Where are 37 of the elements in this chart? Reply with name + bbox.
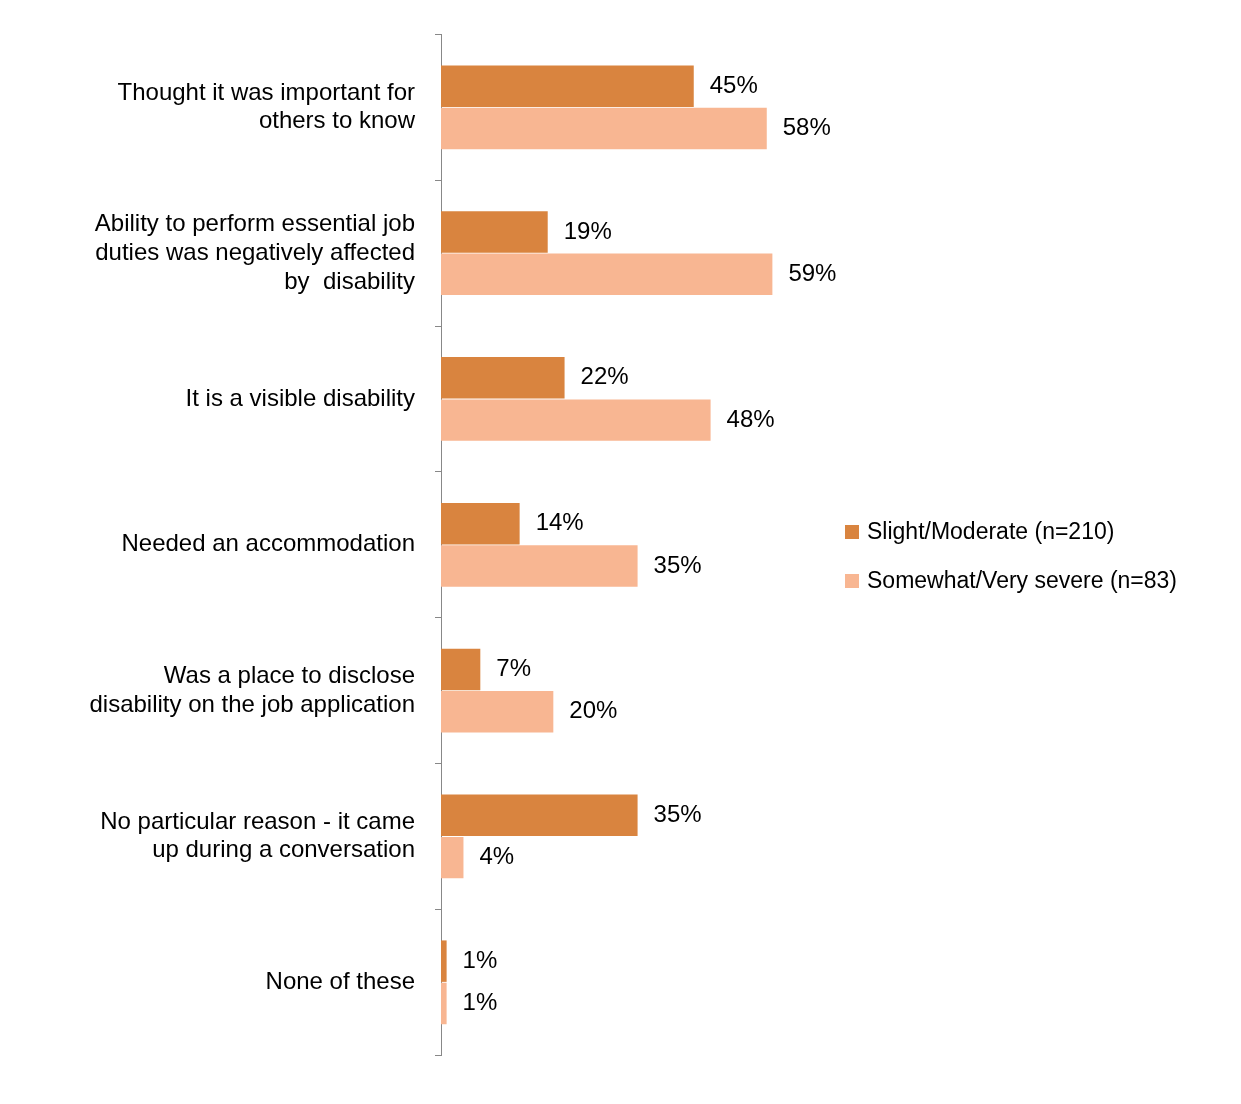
- data-label: 19%: [563, 216, 612, 244]
- legend-label: Somewhat/Very severe (n=83): [867, 567, 1178, 594]
- legend-label: Slight/Moderate (n=210): [867, 518, 1115, 545]
- bar: [441, 691, 554, 733]
- bar: [441, 502, 520, 545]
- data-label: 35%: [653, 550, 702, 578]
- data-label: 48%: [726, 404, 775, 432]
- bar: [441, 940, 447, 982]
- bar: [441, 982, 447, 1025]
- bar: [441, 65, 694, 107]
- y-tick-label: Needed an accommodation: [121, 529, 415, 557]
- data-label: 20%: [569, 696, 618, 724]
- data-label: 4%: [479, 842, 515, 870]
- data-label: 45%: [709, 70, 758, 98]
- y-tick-label: None of these: [265, 966, 415, 994]
- bar: [441, 399, 711, 441]
- bar: [441, 545, 638, 587]
- bar: [441, 648, 481, 691]
- y-tick-label: It is a visible disability: [185, 383, 415, 411]
- data-label: 35%: [653, 799, 702, 827]
- data-label: 22%: [580, 362, 629, 390]
- y-tick-label: No particular reason - it came up during a conversation: [100, 806, 415, 863]
- bar: [441, 211, 548, 253]
- data-label: 1%: [462, 945, 498, 973]
- y-tick-label: Was a place to disclose disability on the job application: [89, 660, 415, 717]
- data-label: 59%: [788, 258, 837, 286]
- bar: [441, 357, 565, 399]
- y-tick-label: Thought it was important for others to know: [117, 77, 416, 134]
- data-label: 14%: [535, 508, 584, 536]
- bar: [441, 253, 773, 296]
- data-label: 58%: [782, 113, 831, 141]
- data-label: 7%: [496, 654, 531, 682]
- bar: [441, 794, 638, 837]
- bar: [441, 107, 767, 150]
- y-tick-label: Ability to perform essential job duties was negatively affected by disability: [94, 208, 415, 294]
- bar: [441, 836, 464, 879]
- data-label: 1%: [462, 988, 498, 1016]
